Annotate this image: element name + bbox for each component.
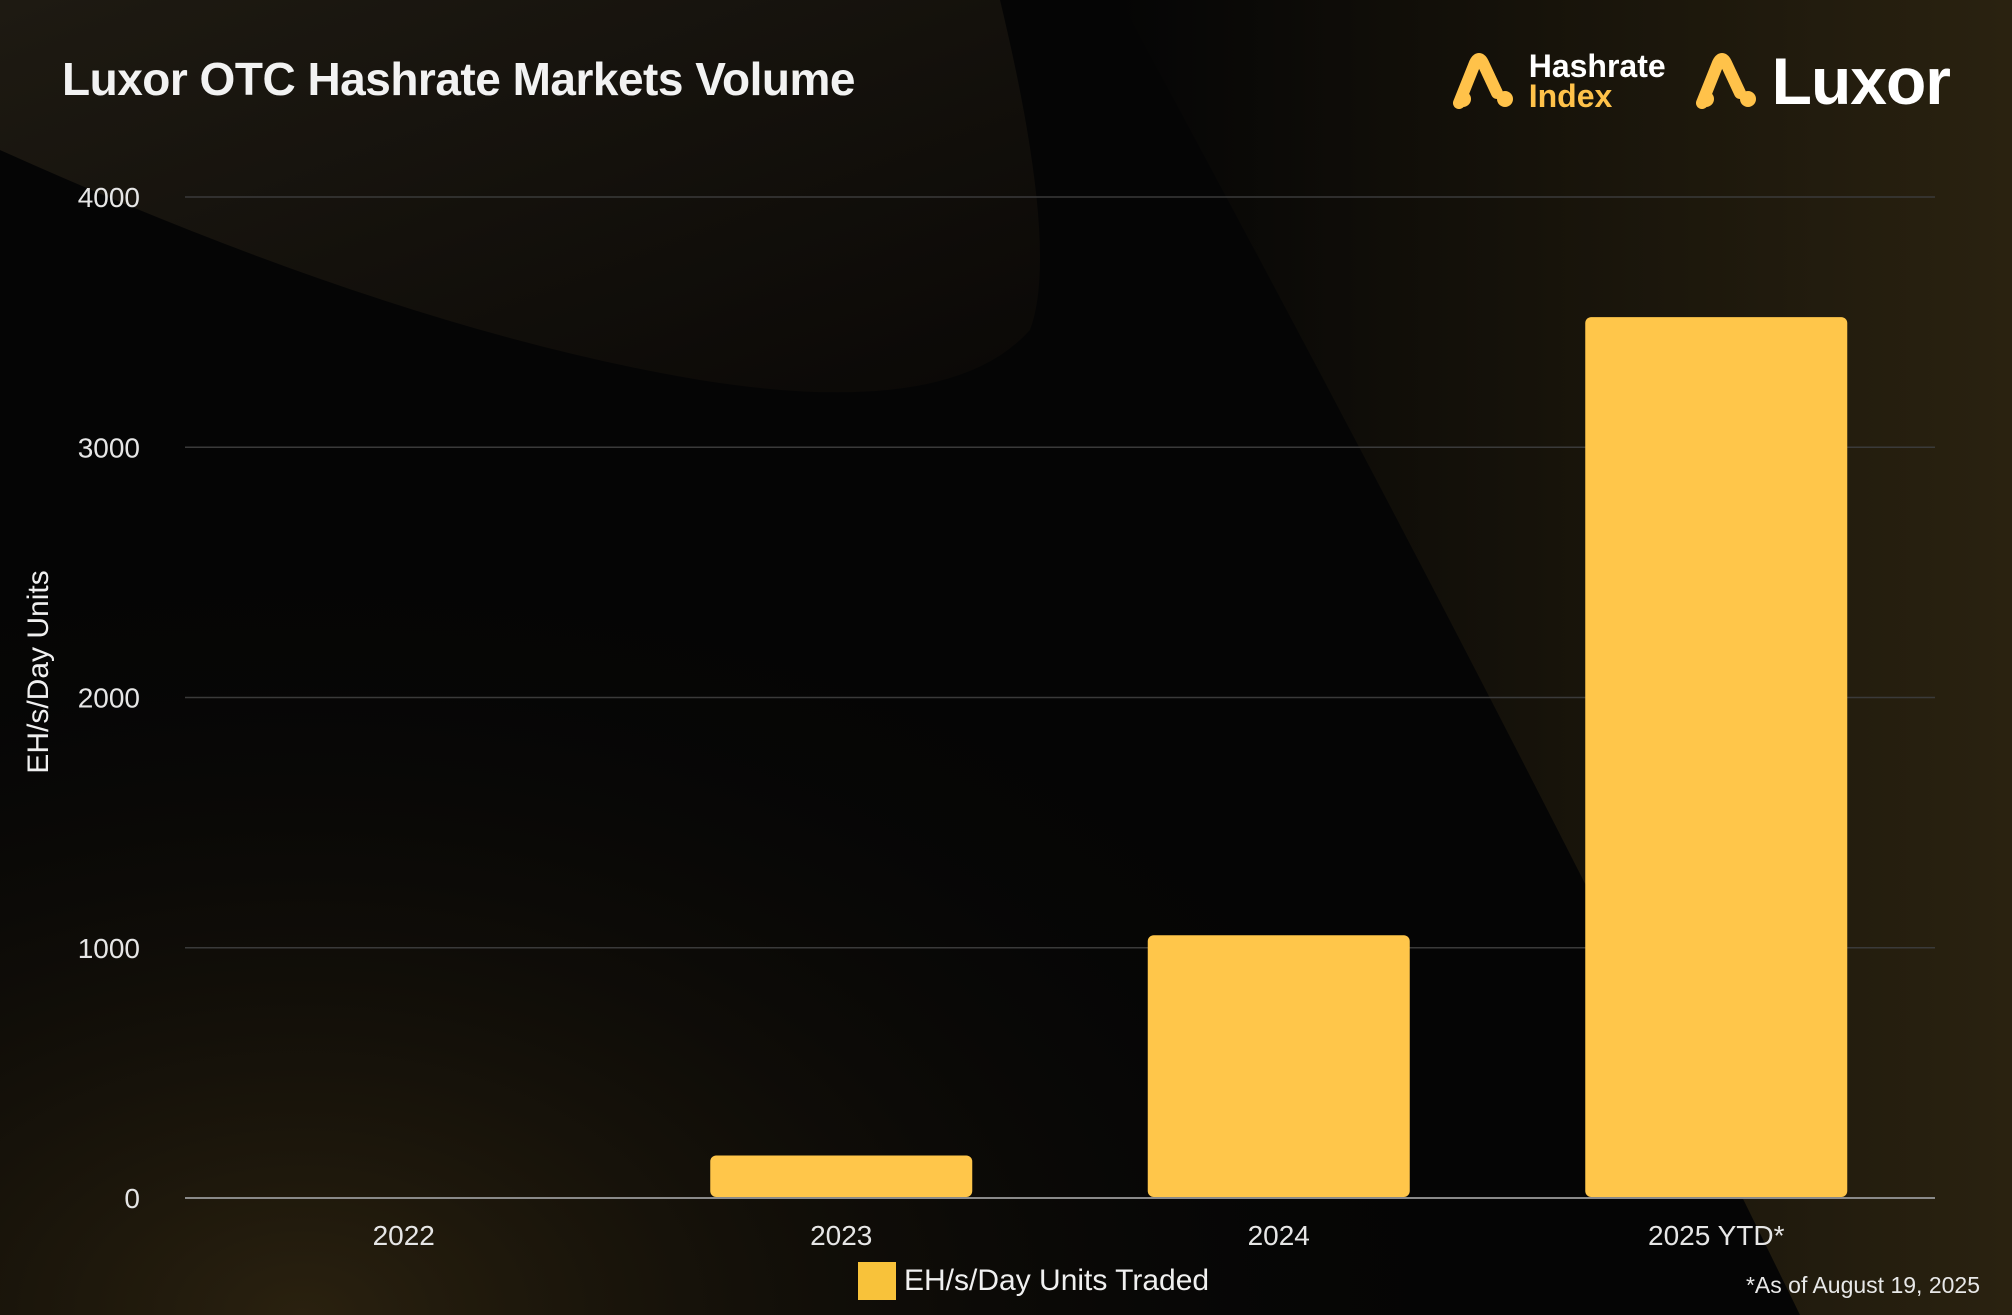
legend-swatch xyxy=(858,1262,896,1300)
logo-luxor-text: Luxor xyxy=(1771,44,1951,118)
luxor-logo: Luxor xyxy=(1695,44,1951,118)
bar xyxy=(1585,317,1848,1197)
x-tick-label: 2022 xyxy=(373,1220,435,1251)
y-tick-label: 0 xyxy=(124,1183,140,1214)
x-tick-label: 2025 YTD* xyxy=(1648,1220,1785,1251)
hashrate-index-logo: Hashrate Index xyxy=(1452,48,1666,114)
y-tick-label: 4000 xyxy=(78,182,140,213)
x-tick-label: 2023 xyxy=(810,1220,872,1251)
luxor-mark-icon xyxy=(1695,53,1756,109)
x-tick-label: 2024 xyxy=(1248,1220,1310,1251)
y-axis-label: EH/s/Day Units xyxy=(22,570,55,773)
chart-title: Luxor OTC Hashrate Markets Volume xyxy=(62,53,855,105)
logo-hashrate-text: Hashrate xyxy=(1528,48,1666,84)
bar xyxy=(1147,935,1410,1197)
legend: EH/s/Day Units Traded xyxy=(858,1262,1209,1300)
bar xyxy=(710,1155,973,1197)
legend-label: EH/s/Day Units Traded xyxy=(904,1264,1210,1297)
y-tick-label: 3000 xyxy=(78,432,140,463)
footnote: *As of August 19, 2025 xyxy=(1745,1272,1980,1298)
hashrate-index-mark-icon xyxy=(1452,53,1513,109)
bars xyxy=(710,317,1848,1197)
y-tick-label: 1000 xyxy=(78,933,140,964)
logo-index-text: Index xyxy=(1528,78,1613,114)
logos: Hashrate Index Luxor xyxy=(1452,44,1951,118)
y-tick-label: 2000 xyxy=(78,683,140,714)
tick-labels: 0 1000 2000 3000 4000 2022 2023 2024 2025 YTD* xyxy=(78,182,1785,1251)
